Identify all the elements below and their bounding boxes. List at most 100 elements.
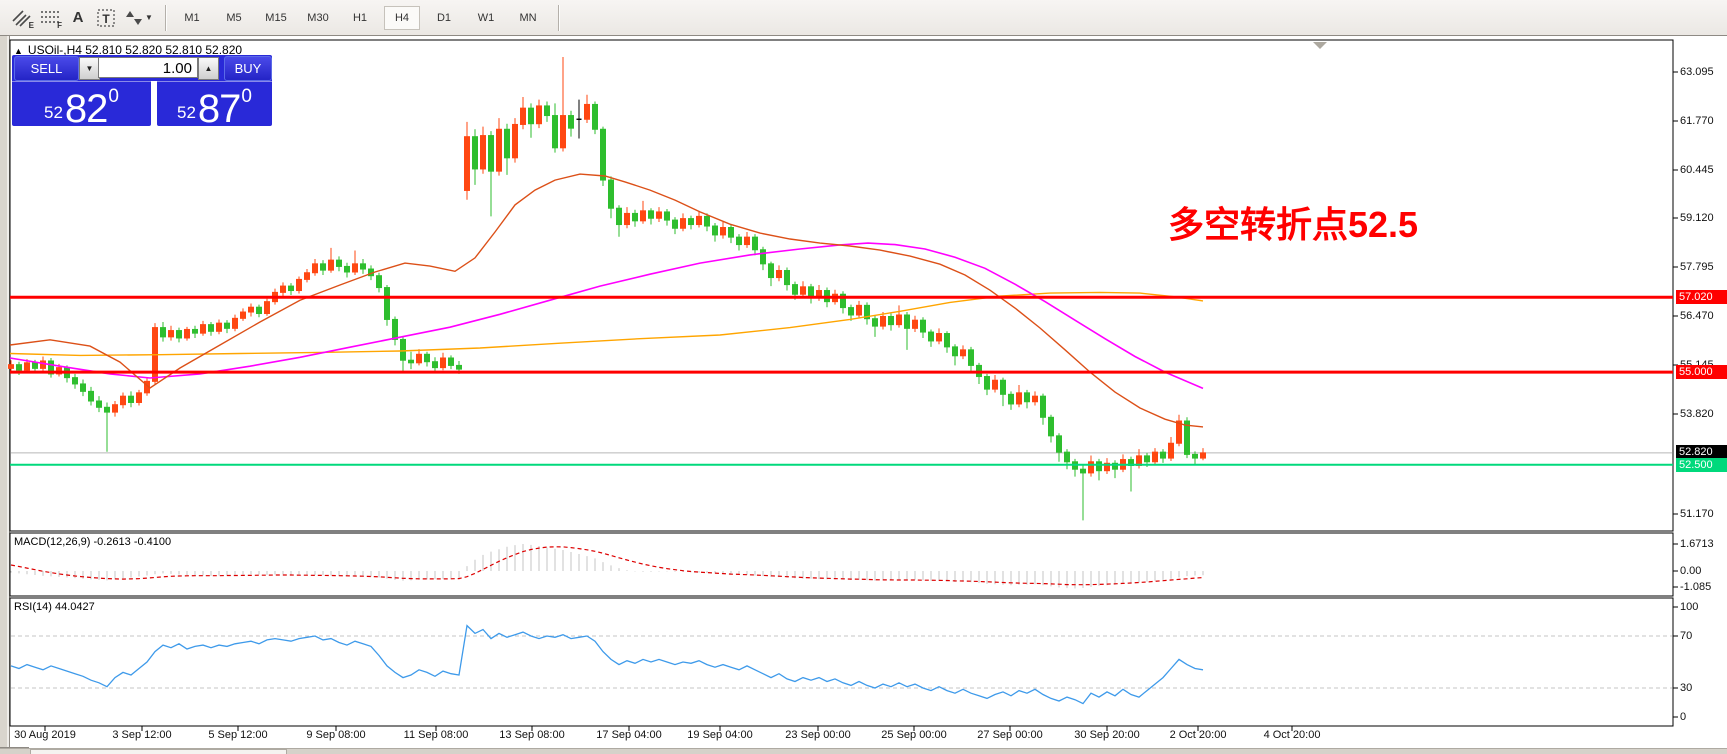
candle-body [752, 236, 758, 251]
price-axis-label: 61.770 [1680, 115, 1714, 127]
candle-body [384, 287, 390, 320]
time-axis-label: 4 Oct 20:00 [1263, 729, 1321, 741]
candle-body [608, 179, 614, 209]
candle-body [744, 236, 750, 246]
candle-body [1176, 420, 1182, 444]
volume-down-button[interactable]: ▼ [79, 57, 100, 80]
tool-letter: E [28, 20, 34, 30]
volume-up-button[interactable]: ▲ [198, 57, 219, 80]
equidistant-channel-icon[interactable]: E [8, 5, 36, 31]
timeframe-group: M1 M5 M15 M30 H1 H4 D1 W1 MN [174, 5, 546, 30]
ma-slow-line [9, 291, 1204, 357]
buy-price-whole: 52 [177, 103, 196, 122]
text-box-icon[interactable]: T [92, 5, 120, 31]
timeframe-button-D1[interactable]: D1 [436, 11, 452, 24]
sell-price-panel[interactable]: 52 82 0 [12, 81, 151, 129]
candle-body [624, 212, 630, 226]
time-axis-label: 17 Sep 04:00 [596, 729, 662, 741]
time-axis-label: 23 Sep 00:00 [785, 729, 851, 741]
timeframe-button-W1[interactable]: W1 [477, 11, 495, 24]
candle-body [1160, 451, 1166, 459]
macd-label: MACD(12,26,9) -0.2613 -0.4100 [14, 536, 172, 548]
candle-body [632, 212, 638, 222]
rsi-axis-label: 30 [1680, 682, 1693, 694]
candle-body [416, 353, 422, 364]
tool-letter: F [57, 20, 62, 30]
candle-body [920, 319, 926, 333]
price-axis-label: 63.095 [1680, 66, 1714, 78]
buy-price-panel[interactable]: 52 87 0 [157, 81, 272, 132]
candle-body [648, 210, 654, 219]
collapse-arrow-icon[interactable]: ▲ [14, 46, 23, 56]
candle-body [776, 270, 782, 279]
candle-body [1144, 455, 1150, 463]
candle-body [864, 304, 870, 320]
candle-body [248, 306, 254, 313]
price-axis-label: 51.170 [1680, 508, 1714, 520]
timeframe-button-M1[interactable]: M1 [184, 11, 200, 24]
candle-body [888, 315, 894, 326]
candle-body [840, 293, 846, 309]
candle-body [448, 357, 454, 366]
tool-letter: A [72, 9, 84, 26]
price-level-badge: 57.020 [1676, 290, 1727, 304]
candle-body [968, 349, 974, 366]
time-axis-label: 3 Sep 12:00 [112, 729, 172, 741]
buy-button[interactable]: BUY [224, 56, 272, 81]
candle-body [1152, 451, 1158, 463]
price-level-badge: 55.000 [1676, 365, 1727, 379]
candle-body [592, 103, 598, 130]
candle-body [208, 324, 214, 332]
candle-body [224, 322, 230, 329]
fibonacci-icon[interactable]: F [36, 5, 64, 31]
dropdown-caret-icon: ▼ [145, 13, 153, 22]
text-label-icon[interactable]: A [64, 5, 92, 31]
macd-pane[interactable] [9, 532, 1674, 597]
candle-body [560, 115, 566, 149]
candle-body [800, 286, 806, 295]
price-axis-label: 53.820 [1680, 408, 1714, 420]
candle-body [512, 123, 518, 159]
candle-body [1168, 442, 1174, 459]
candle-body [232, 317, 238, 329]
price-axis-label: 56.470 [1680, 310, 1714, 322]
candle-body [472, 136, 478, 170]
time-axis-label: 9 Sep 08:00 [306, 729, 366, 741]
timeframe-button-M30[interactable]: M30 [307, 11, 329, 24]
candle-body [1056, 435, 1062, 453]
candle-body [520, 107, 526, 125]
buy-price-pips: 87 [197, 87, 241, 132]
candle-body [480, 135, 486, 170]
candle-body [1032, 395, 1038, 403]
volume-input[interactable]: 1.00 [98, 57, 198, 78]
candle-body [496, 128, 502, 172]
candle-body [1000, 379, 1006, 395]
arrows-icon[interactable]: ▼ [120, 5, 158, 31]
timeframe-button-H1[interactable]: H1 [352, 11, 368, 24]
candle-body [344, 265, 350, 273]
rsi-pane[interactable] [9, 597, 1674, 727]
candle-body [792, 284, 798, 295]
candle-body [400, 338, 406, 361]
rsi-axis-label: 0 [1680, 711, 1687, 723]
timeframe-button-MN[interactable]: MN [519, 11, 537, 24]
candle-body [528, 107, 534, 125]
candle-body [1088, 461, 1094, 474]
timeframe-button-M15[interactable]: M15 [265, 11, 287, 24]
candle-body [1192, 453, 1198, 459]
candle-body [720, 227, 726, 236]
buy-price-point: 0 [241, 86, 252, 107]
candle-body [456, 364, 462, 370]
candle-body [680, 218, 686, 229]
timeframe-button-H4[interactable]: H4 [384, 5, 420, 30]
chart-shift-marker [1313, 42, 1327, 49]
sell-price-point: 0 [108, 86, 119, 107]
sell-button[interactable]: SELL [14, 56, 79, 81]
candle-body [168, 330, 174, 338]
candle-body [936, 333, 942, 342]
candle-body [872, 318, 878, 327]
main-pane[interactable] [9, 39, 1674, 532]
candle-body [1024, 392, 1030, 403]
timeframe-button-M5[interactable]: M5 [226, 11, 242, 24]
